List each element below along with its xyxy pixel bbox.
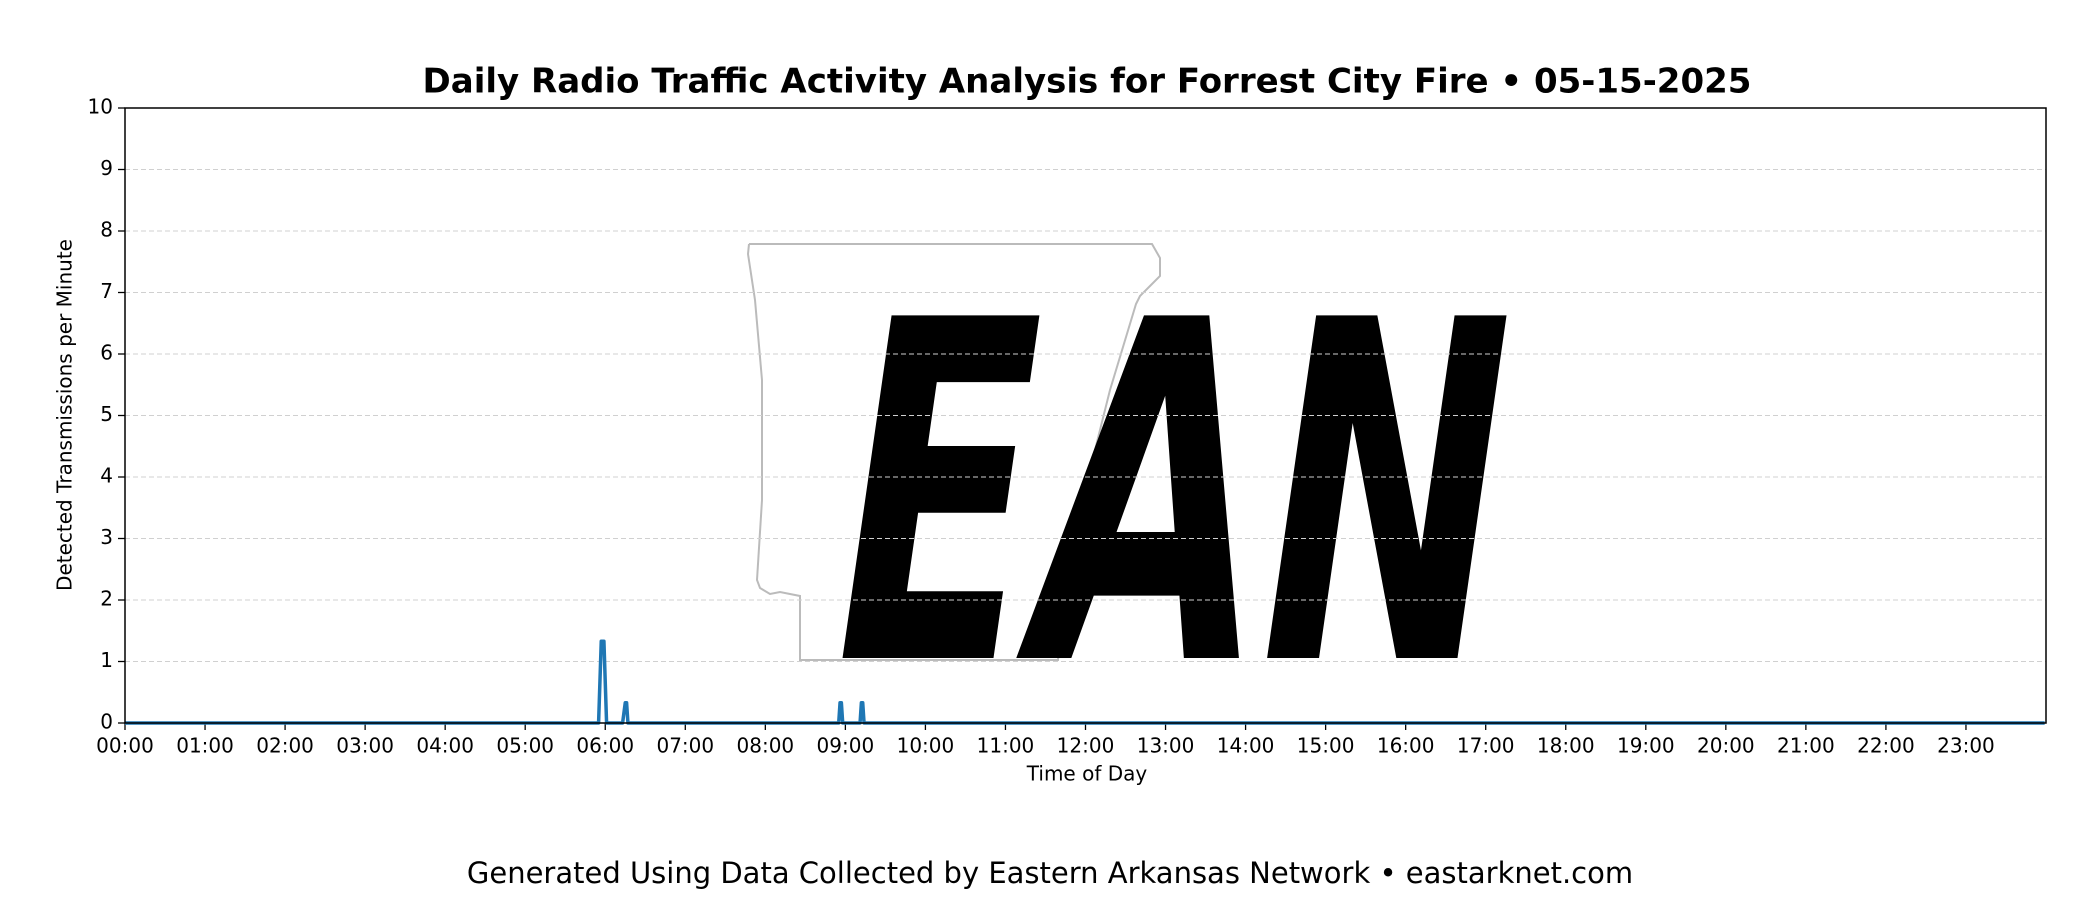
x-tick-label: 06:00 xyxy=(576,734,634,758)
x-tick-label: 08:00 xyxy=(737,734,795,758)
x-tick-label: 07:00 xyxy=(656,734,714,758)
footer: Generated Using Data Collected by Easter… xyxy=(467,856,1633,890)
x-tick-label: 05:00 xyxy=(496,734,554,758)
x-tick-label: 22:00 xyxy=(1857,734,1915,758)
y-tick-label: 0 xyxy=(100,710,113,734)
y-axis-label: Detected Transmissions per Minute xyxy=(53,239,77,591)
y-tick-label: 4 xyxy=(100,464,113,488)
y-tick-label: 8 xyxy=(100,218,113,242)
chart-title: Daily Radio Traffic Activity Analysis fo… xyxy=(423,62,1752,102)
x-tick-label: 00:00 xyxy=(96,734,154,758)
y-tick-label: 6 xyxy=(100,341,113,365)
x-tick-label: 23:00 xyxy=(1937,734,1995,758)
x-tick-label: 01:00 xyxy=(176,734,234,758)
x-tick-label: 13:00 xyxy=(1137,734,1195,758)
x-tick-label: 19:00 xyxy=(1617,734,1675,758)
x-tick-label: 02:00 xyxy=(256,734,314,758)
x-tick-label: 15:00 xyxy=(1297,734,1355,758)
x-tick-label: 21:00 xyxy=(1777,734,1835,758)
x-tick-label: 20:00 xyxy=(1697,734,1755,758)
x-tick-label: 03:00 xyxy=(336,734,394,758)
x-tick-label: 04:00 xyxy=(416,734,474,758)
x-tick-label: 11:00 xyxy=(977,734,1035,758)
y-tick-label: 5 xyxy=(100,402,113,426)
x-tick-label: 10:00 xyxy=(897,734,955,758)
state-outline xyxy=(746,243,1161,661)
y-tick-label: 3 xyxy=(100,525,113,549)
x-tick-label: 14:00 xyxy=(1217,734,1275,758)
y-tick-label: 2 xyxy=(100,587,113,611)
x-tick-label: 18:00 xyxy=(1537,734,1595,758)
x-tick-label: 17:00 xyxy=(1457,734,1515,758)
x-tick-label: 16:00 xyxy=(1377,734,1435,758)
x-axis-label: Time of Day xyxy=(1026,762,1148,786)
axes-frame xyxy=(124,107,2047,724)
x-tick-label: 09:00 xyxy=(817,734,875,758)
watermark-layer: EAN xyxy=(746,221,1547,769)
x-tick-label: 12:00 xyxy=(1057,734,1115,758)
watermark-logo: EAN xyxy=(800,221,1547,769)
y-tick-label: 9 xyxy=(100,156,113,180)
y-tick-label: 7 xyxy=(100,279,113,303)
y-tick-label: 1 xyxy=(100,648,113,672)
plot-area: 0 1 2 3 4 5 6 7 8 9 10 00:00 01:00 02:00 03:00 04:00 05:… xyxy=(88,95,2047,758)
y-tick-label: 10 xyxy=(88,95,113,119)
